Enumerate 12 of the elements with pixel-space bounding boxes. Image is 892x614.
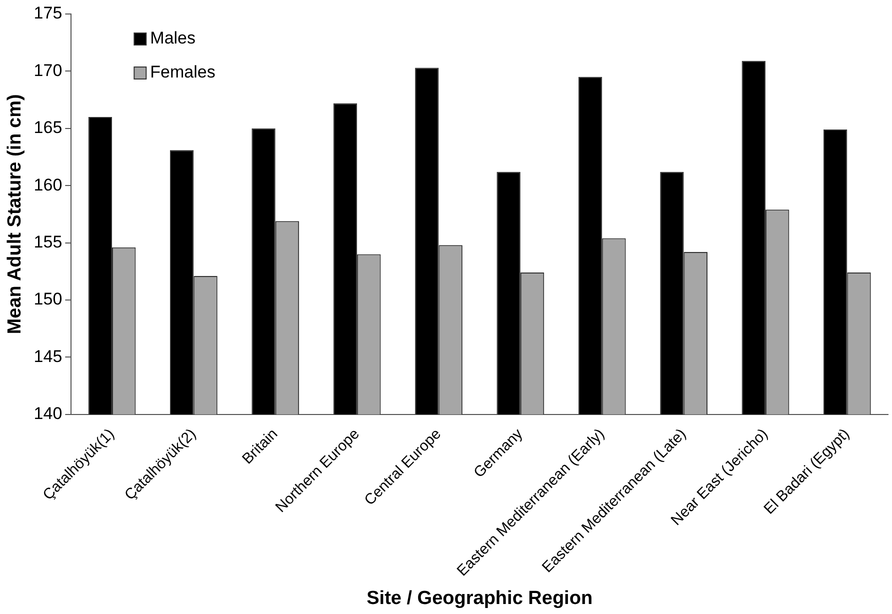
x-axis-title: Site / Geographic Region: [366, 588, 593, 609]
y-tick-label: 150: [34, 290, 62, 309]
y-tick-label: 160: [34, 175, 62, 194]
legend-label: Males: [150, 28, 196, 48]
y-tick-label: 145: [34, 346, 62, 366]
y-tick-label: 140: [34, 404, 62, 424]
y-tick-label: 170: [34, 60, 62, 80]
y-tick-label: 175: [34, 4, 62, 23]
y-axis-title: Mean Adult Stature (in cm): [4, 94, 26, 334]
legend-label: Females: [150, 62, 216, 82]
y-tick-label: 155: [34, 232, 62, 252]
y-tick-label: 165: [34, 118, 62, 138]
